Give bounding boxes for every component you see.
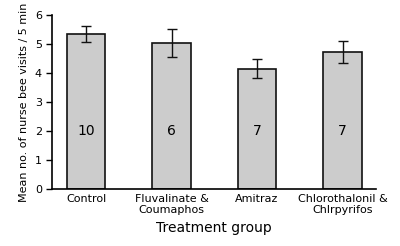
Text: 10: 10 <box>77 124 95 138</box>
Bar <box>152 43 191 189</box>
X-axis label: Treatment group: Treatment group <box>156 221 272 235</box>
Bar <box>323 52 362 189</box>
Text: 7: 7 <box>338 124 347 138</box>
Text: 6: 6 <box>167 124 176 138</box>
Bar <box>238 69 276 189</box>
Text: 7: 7 <box>253 124 262 138</box>
Y-axis label: Mean no. of nurse bee visits / 5 min: Mean no. of nurse bee visits / 5 min <box>19 2 29 202</box>
Bar <box>67 34 105 189</box>
